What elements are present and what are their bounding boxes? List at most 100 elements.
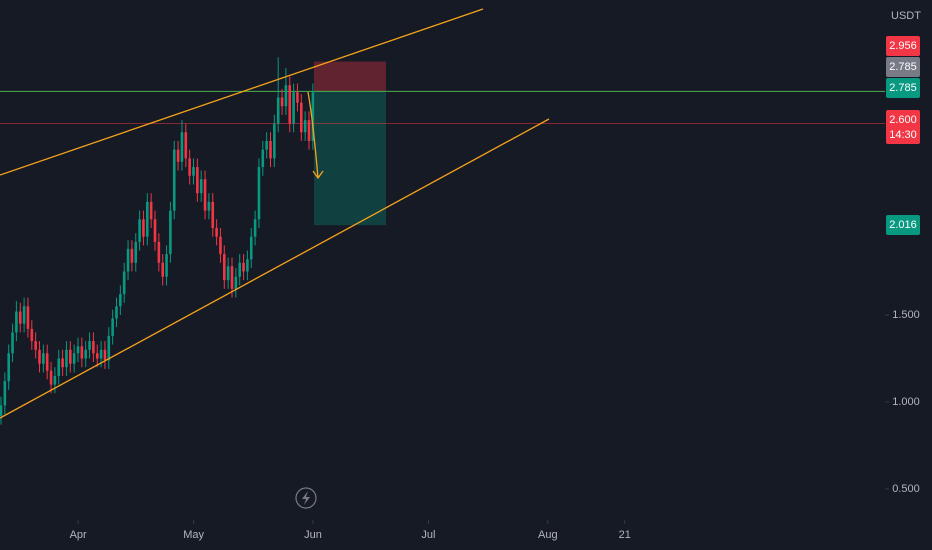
price-label: 2.785 — [889, 82, 917, 94]
candle-body — [115, 306, 118, 319]
candle-body — [3, 381, 7, 406]
candle-body — [253, 219, 257, 237]
candle-body — [122, 271, 126, 295]
candle-body — [119, 294, 122, 307]
candle-body — [26, 306, 30, 329]
candle-body — [300, 102, 303, 133]
candle-body — [172, 149, 176, 211]
x-tick-label: 21 — [619, 529, 631, 541]
arrow — [307, 91, 324, 180]
candle-body — [34, 341, 37, 350]
candle-body — [280, 97, 284, 107]
candle-body — [99, 349, 103, 359]
channel-upper — [0, 8, 484, 176]
candle-body — [92, 341, 95, 354]
candle-body — [18, 311, 22, 324]
countdown-label: 14:30 — [889, 129, 917, 141]
x-tick-label: May — [183, 529, 204, 541]
candle-body — [180, 132, 184, 162]
candle-body — [95, 353, 99, 359]
candle-body — [246, 259, 249, 272]
candle-body — [88, 341, 91, 350]
candle-body — [142, 219, 145, 237]
candle-body — [49, 370, 53, 385]
y-tick-label: 0.500 — [892, 483, 920, 495]
candle-body — [111, 318, 114, 336]
candle-body — [42, 353, 45, 364]
candle-body — [219, 236, 222, 255]
candle-body — [38, 349, 41, 364]
candle-body — [303, 120, 307, 133]
candle-body — [226, 266, 230, 281]
x-tick-label: Apr — [70, 529, 87, 541]
lightning-icon — [295, 487, 317, 509]
candle-body — [192, 167, 195, 176]
candle-body — [257, 167, 261, 220]
candle-body — [0, 405, 3, 416]
y-tick-label: 1.500 — [892, 309, 920, 321]
candle-body — [153, 219, 157, 242]
candle-body — [107, 335, 111, 361]
x-tick-label: Jun — [304, 529, 322, 541]
candle-body — [230, 266, 234, 289]
candle-body — [238, 262, 241, 277]
candle-body — [211, 201, 215, 228]
candle-body — [146, 201, 149, 237]
candle-body — [261, 149, 265, 168]
price-label: 2.016 — [889, 219, 917, 231]
candle-body — [311, 92, 315, 141]
channel-lower — [0, 118, 550, 419]
candle-body — [215, 227, 218, 237]
price-label-box — [886, 57, 920, 77]
candle-body — [11, 332, 14, 354]
candle-body — [199, 179, 203, 194]
candle-body — [273, 123, 276, 159]
candle-body — [169, 210, 172, 255]
candle-body — [30, 328, 34, 342]
candle-body — [242, 262, 245, 272]
x-tick-label: Aug — [538, 529, 558, 541]
candle-body — [69, 349, 72, 364]
price-label-box — [886, 110, 920, 144]
candle-body — [157, 241, 161, 263]
candle-body — [249, 236, 253, 260]
candle-body — [103, 349, 107, 361]
unit-label: USDT — [891, 10, 921, 22]
target-zone — [314, 91, 386, 226]
candle-body — [223, 254, 226, 281]
plot-area — [0, 57, 885, 425]
candle-body — [161, 262, 164, 277]
candle-body — [84, 349, 87, 359]
candle-body — [138, 219, 141, 242]
candle-body — [307, 120, 311, 141]
y-tick-label: 1.000 — [892, 396, 920, 408]
candle-body — [76, 346, 80, 354]
price-label: 2.956 — [889, 40, 917, 52]
candle-body — [196, 167, 199, 194]
candle-body — [45, 353, 49, 371]
candle-body — [284, 85, 288, 107]
candle-body — [188, 158, 191, 176]
candle-body — [296, 92, 299, 103]
candle-body — [134, 241, 138, 263]
candle-body — [57, 358, 61, 376]
candle-body — [276, 97, 280, 124]
x-tick-label: Jul — [421, 529, 435, 541]
candle-body — [7, 353, 10, 382]
candle-body — [234, 276, 238, 289]
candle-body — [207, 201, 211, 211]
candle-body — [80, 346, 84, 359]
candle-body — [130, 248, 134, 263]
candle-body — [269, 140, 272, 159]
candle-body — [184, 132, 188, 159]
candle-body — [22, 306, 26, 324]
candle-body — [126, 248, 130, 272]
candle-body — [65, 349, 68, 368]
candle-body — [203, 179, 207, 211]
candle-body — [53, 375, 57, 385]
candle-body — [72, 353, 76, 364]
candle-body — [265, 140, 268, 150]
candle-body — [149, 201, 153, 220]
price-label-box — [886, 36, 920, 56]
